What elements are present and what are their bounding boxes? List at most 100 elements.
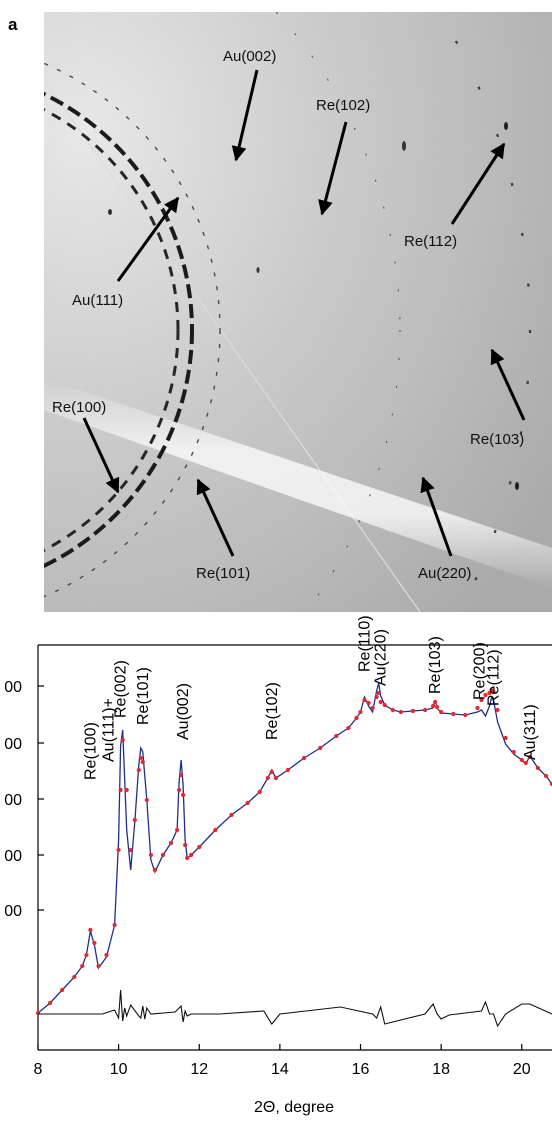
observed-point [362,697,367,703]
peak-label: Re(100) [82,722,99,780]
observed-point [487,690,492,696]
peak-label: Re(101) [135,667,152,725]
label-re100: Re(100) [52,399,120,494]
observed-point [549,781,552,787]
observed-point [483,692,488,698]
plot-axes [37,644,552,1051]
observed-point [523,760,528,766]
svg-text:Au(220): Au(220) [418,565,471,582]
observed-point [302,755,307,761]
observed-point [181,792,186,798]
diffraction-image [44,12,552,612]
observed-point [72,974,77,980]
observed-point [148,852,153,858]
peak-label: Re(112) [486,649,503,706]
observed-point [273,775,278,781]
label-au111: Au(111) [72,196,180,309]
x-tick-label: 10 [110,1061,128,1078]
observed-point [334,733,339,739]
observed-point [422,707,428,713]
observed-point [120,737,125,743]
observed-point [175,827,180,833]
observed-point [179,772,184,778]
observed-point [160,852,166,858]
observed-point [285,767,290,773]
svg-text:Re(101): Re(101) [196,565,250,582]
svg-text:Re(103): Re(103) [470,431,524,448]
observed-point [410,708,415,714]
y-tick-label: 00 [4,736,22,753]
x-axis-ticks: 8 10 12 14 16 18 20 [34,1044,531,1078]
observed-point [390,707,395,713]
observed-point [527,754,532,760]
svg-text:Re(102): Re(102) [316,97,370,114]
peak-label: Au(111)+ [101,698,118,762]
observed-point [136,767,141,773]
x-tick-label: 8 [34,1061,43,1078]
observed-point [118,787,123,793]
re101-ring [44,62,221,598]
observed-point [197,844,202,850]
label-re112: Re(112) [404,142,506,250]
observed-point [269,769,274,775]
x-tick-label: 20 [513,1061,531,1078]
peak-label: Au(220) [373,629,390,686]
observed-point [358,709,363,715]
au111-ring [44,91,194,569]
observed-point [435,704,440,710]
x-axis-label: 2Θ, degree [254,1099,334,1116]
observed-point [257,789,262,795]
y-axis-ticks: 00 00 00 00 00 [4,679,44,920]
peak-label: Au(002) [175,683,192,740]
observed-point [433,699,438,705]
svg-text:Re(112): Re(112) [404,233,457,250]
x-tick-label: 16 [352,1061,370,1078]
svg-text:Au(111): Au(111) [72,292,123,309]
observed-point [92,940,97,946]
label-au002: Au(002) [223,48,276,162]
observed-point [124,787,129,793]
peak-label: Re(002) [113,660,130,718]
observed-point [48,1000,53,1006]
y-tick-label: 00 [4,903,22,920]
observed-point [60,987,65,993]
observed-point [376,690,381,696]
observed-point [495,707,500,713]
x-tick-label: 18 [432,1061,450,1078]
observed-point [132,817,137,823]
peak-label: Re(102) [264,682,281,740]
observed-point [112,922,117,928]
observed-point [128,847,133,853]
observed-point [185,855,190,861]
peak-label: Re(110) [357,615,374,672]
x-tick-label: 14 [271,1061,289,1078]
difference-curve-line [38,989,552,1028]
peak-label: Re(103) [427,636,444,694]
observed-point [535,765,541,771]
observed-point [177,787,182,793]
svg-text:Re(100): Re(100) [52,399,106,416]
observed-point [245,800,250,806]
observed-point [503,735,508,741]
xrd-plot: 00 00 00 00 00 8 10 12 14 16 18 20 Re(100) Au(111)+… [4,615,552,1116]
observed-data-points [35,687,552,1016]
y-tick-label: 00 [4,848,22,865]
peak-label: Re(200) [471,642,488,700]
observed-point [431,703,436,709]
observed-point [475,705,480,711]
panel-label: a [8,15,18,34]
observed-point [183,842,188,848]
observed-point [519,757,524,763]
observed-point [354,715,359,721]
observed-point [378,699,383,705]
observed-point [229,812,234,818]
observed-point [96,963,101,969]
re-ring-inner [44,108,180,552]
observed-point [451,711,456,717]
observed-point [88,927,93,933]
observed-point [80,963,85,969]
peak-label: Au(311) [522,704,539,760]
observed-point [318,745,323,751]
observed-point [511,749,516,755]
